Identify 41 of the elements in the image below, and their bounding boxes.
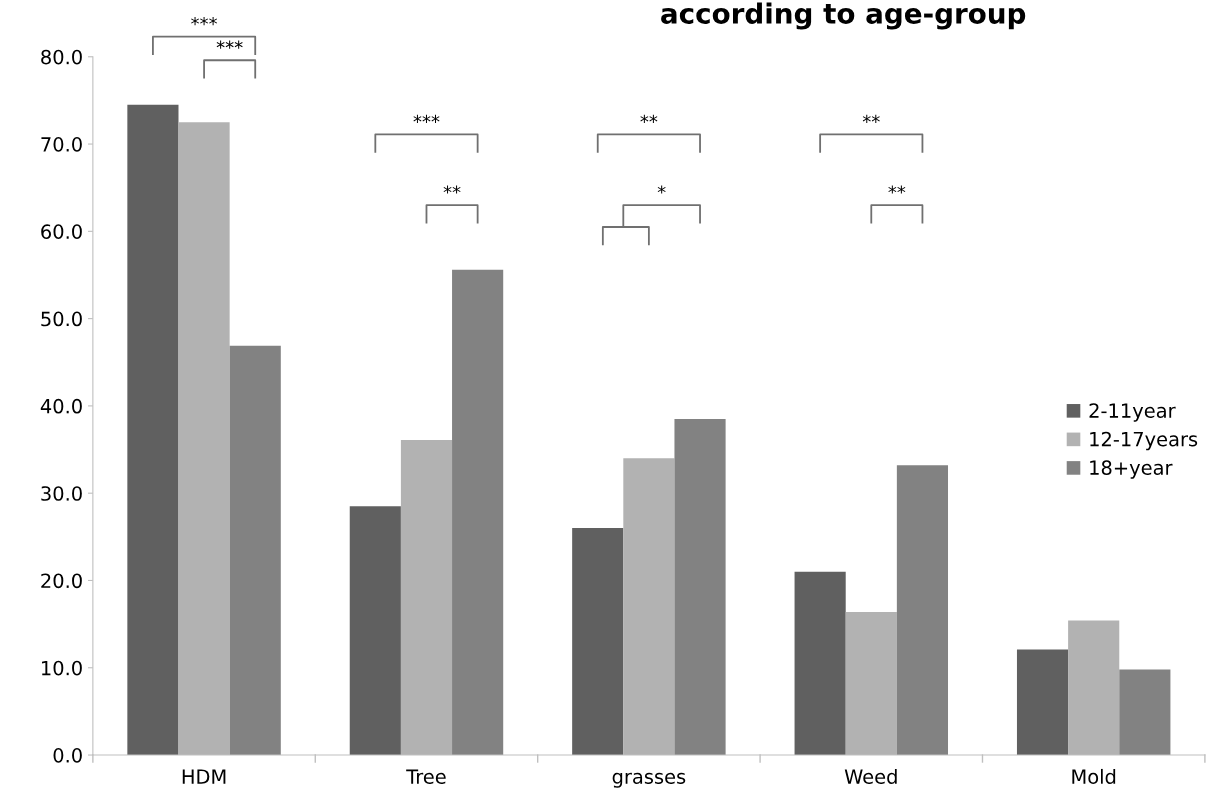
y-tick-label: 0.0 <box>53 748 82 763</box>
y-tick-label: 20.0 <box>41 573 82 589</box>
y-tick-label: 60.0 <box>41 224 82 239</box>
bar <box>623 458 675 756</box>
bar <box>896 465 949 756</box>
x-tick-label: grasses <box>612 772 686 788</box>
y-tick-label: 30.0 <box>41 486 82 501</box>
bar <box>229 345 281 756</box>
legend-label: 2-11year <box>1089 403 1176 422</box>
bar <box>178 122 230 756</box>
annotation: *** <box>413 114 440 123</box>
y-tick-label: 40.0 <box>40 398 82 414</box>
x-tick-label: Weed <box>844 768 897 784</box>
bar <box>127 104 179 756</box>
annotation: ** <box>862 114 880 123</box>
text: *** <box>191 16 218 26</box>
chart-title: according to age-group <box>661 2 1026 30</box>
y-tick-label: 80.0 <box>41 49 82 65</box>
bar <box>1068 620 1120 756</box>
annotation: ** <box>443 185 461 194</box>
bar <box>1119 669 1171 756</box>
legend-label: 12-17years <box>1090 431 1198 451</box>
y-tick-label: 10.0 <box>41 660 82 676</box>
bar <box>845 611 897 756</box>
bar <box>400 439 453 756</box>
y-tick-label: 70.0 <box>41 137 82 152</box>
legend-label: 18+year <box>1090 460 1173 479</box>
bar <box>349 506 401 756</box>
bar <box>674 419 726 756</box>
bar <box>794 571 846 756</box>
x-tick-label: Mold <box>1072 768 1116 784</box>
bar <box>1016 649 1069 756</box>
bar <box>572 528 624 756</box>
y-tick-label: 50.0 <box>41 311 82 327</box>
x-tick-label: Tree <box>406 769 446 784</box>
annotation: * <box>657 185 666 194</box>
text: *** <box>216 40 243 49</box>
x-tick-label: HDM <box>182 769 226 784</box>
bar <box>452 269 504 756</box>
annotation: ** <box>640 114 658 123</box>
annotation: ** <box>888 185 906 194</box>
